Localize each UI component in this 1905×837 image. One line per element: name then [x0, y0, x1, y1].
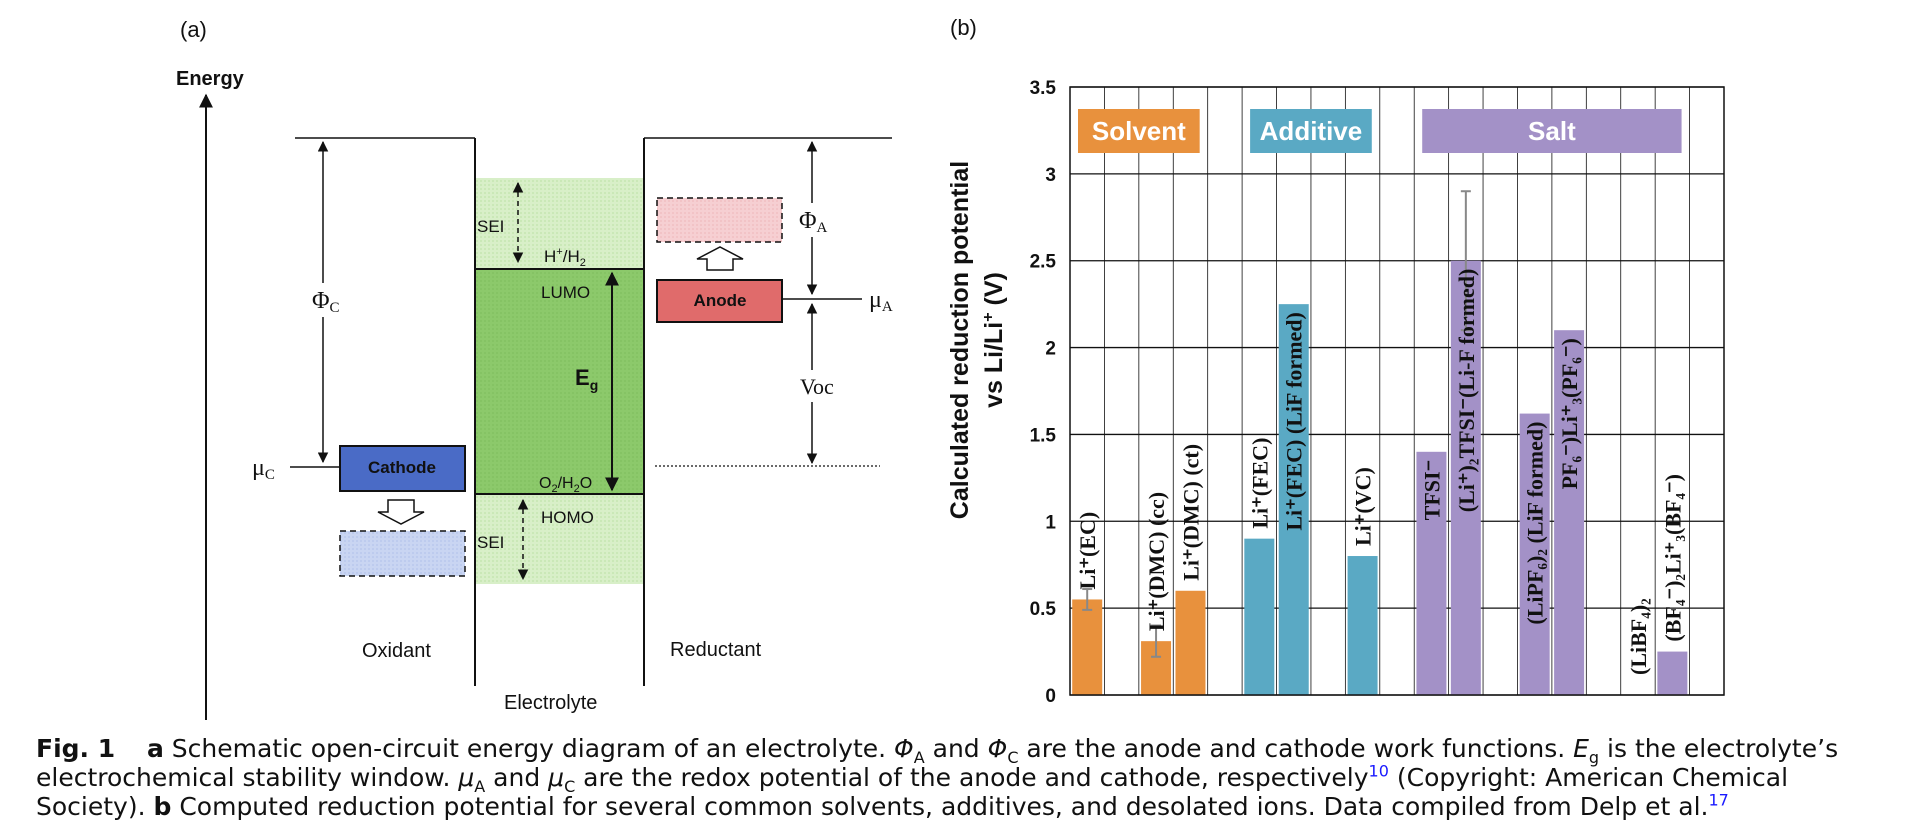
- bar-label: Li⁺(EC): [1075, 512, 1100, 590]
- bar-label: TFSI⁻: [1419, 460, 1444, 521]
- phi-c-symbol: ΦC: [312, 288, 340, 316]
- cathode-label: Cathode: [368, 458, 436, 477]
- caption-reference-10[interactable]: 10: [1368, 761, 1389, 781]
- caption-part-a: a: [146, 734, 164, 763]
- voc-label: Voc: [800, 374, 834, 399]
- homo-label: HOMO: [541, 508, 594, 527]
- bar-label: PF₆⁻)Li⁺₃(PF₆⁻): [1557, 338, 1582, 489]
- y-tick-label: 3: [1045, 165, 1056, 186]
- figure-caption: Fig. 1 a Schematic open-circuit energy d…: [36, 734, 1839, 821]
- bar-label: Li⁺(VC): [1351, 467, 1376, 546]
- cathode-shift-arrow: [377, 499, 425, 525]
- sei-top-label: SEI: [477, 217, 504, 236]
- energy-label: Energy: [176, 68, 245, 90]
- bar-label: (LiBF₄)₂: [1626, 598, 1651, 675]
- group-box-solvent: [1078, 109, 1200, 153]
- group-box-additive: [1250, 109, 1372, 153]
- bar: [1416, 451, 1447, 695]
- bar: [1347, 556, 1378, 695]
- group-label: Additive: [1260, 116, 1363, 146]
- bar-label: Li⁺(FEC) (LiF formed): [1282, 312, 1307, 531]
- y-tick-label: 1.5: [1030, 425, 1057, 446]
- y-tick-label: 0: [1045, 686, 1056, 707]
- y-tick-label: 0.5: [1030, 599, 1057, 620]
- y-tick-label: 1: [1045, 512, 1056, 533]
- bar: [1175, 590, 1206, 695]
- bar-label: (LiPF₆)₂ (LiF formed): [1523, 422, 1548, 625]
- anode-label: Anode: [694, 291, 747, 310]
- sei-bottom-region: [476, 494, 643, 584]
- panel-b-label: (b): [950, 15, 977, 40]
- bar-label: Li⁺(FEC): [1247, 438, 1272, 529]
- y-tick-labels: 0 0.5 1 1.5 2 2.5 3 3.5: [1030, 78, 1057, 707]
- bar: [1072, 599, 1103, 695]
- bar: [1450, 260, 1481, 695]
- y-axis-title-unit: vs Li/Li+ (V): [980, 272, 1008, 408]
- bar-label: Li⁺(DMC) (cc): [1144, 492, 1169, 631]
- panel-b-bar-chart: (b) Calculated reduction potential vs Li…: [946, 15, 1725, 707]
- bar: [1244, 538, 1275, 695]
- error-bars: [1082, 190, 1471, 658]
- reductant-label: Reductant: [670, 639, 762, 661]
- caption-part-b: b: [153, 792, 172, 821]
- group-label: Solvent: [1092, 116, 1186, 146]
- bar: [1554, 330, 1585, 695]
- group-label: Salt: [1528, 116, 1576, 146]
- bar-label: Li⁺(DMC) (ct): [1178, 444, 1203, 581]
- sei-bottom-label: SEI: [477, 533, 504, 552]
- plot-frame: [1069, 86, 1725, 696]
- bar: [1519, 413, 1550, 695]
- bar: [1278, 304, 1309, 695]
- mu-a-symbol: μA: [869, 287, 893, 315]
- phi-a-symbol: ΦA: [799, 208, 828, 236]
- electrolyte-label: Electrolyte: [504, 692, 597, 714]
- anode-shift-arrow: [696, 246, 744, 271]
- oxidant-label: Oxidant: [362, 640, 431, 662]
- y-tick-label: 2.5: [1030, 252, 1057, 273]
- y-tick-label: 2: [1045, 339, 1056, 360]
- bar-label: (BF₄⁻)₂Li⁺₃(BF₄⁻): [1660, 474, 1685, 642]
- cathode-box: [339, 445, 466, 492]
- caption-fig-number: Fig. 1: [36, 734, 116, 763]
- bar: [1657, 651, 1688, 695]
- panel-a-energy-diagram: (a) Energy ΦC μC Cathode SEI SEI H+/H2: [176, 17, 893, 720]
- bar-label: (Li⁺)₂TFSI⁻(Li-F formed): [1454, 269, 1479, 512]
- anode-shifted-box: [656, 197, 783, 243]
- group-legend: Solvent Additive Salt: [1078, 109, 1682, 153]
- caption-reference-17[interactable]: 17: [1708, 790, 1729, 810]
- bars: [1072, 260, 1688, 695]
- anode-box: [656, 279, 783, 323]
- y-axis-title: Calculated reduction potential: [946, 161, 974, 519]
- bar-labels: Li⁺(EC) Li⁺(DMC) (cc) Li⁺(DMC) (ct) Li⁺(FEC…: [1075, 269, 1685, 675]
- lumo-label: LUMO: [541, 283, 590, 302]
- cathode-shifted-box: [339, 530, 466, 577]
- sei-top-region: [476, 178, 643, 269]
- panel-a-label: (a): [180, 17, 207, 42]
- y-tick-label: 3.5: [1030, 78, 1057, 99]
- eg-symbol: Eg: [575, 365, 598, 393]
- electrolyte-window: [476, 269, 643, 494]
- mu-c-symbol: μC: [252, 455, 275, 483]
- h-couple-label: H+/H2: [544, 246, 586, 269]
- o2-couple-label: O2/H2O: [539, 475, 592, 495]
- group-box-salt: [1422, 109, 1682, 153]
